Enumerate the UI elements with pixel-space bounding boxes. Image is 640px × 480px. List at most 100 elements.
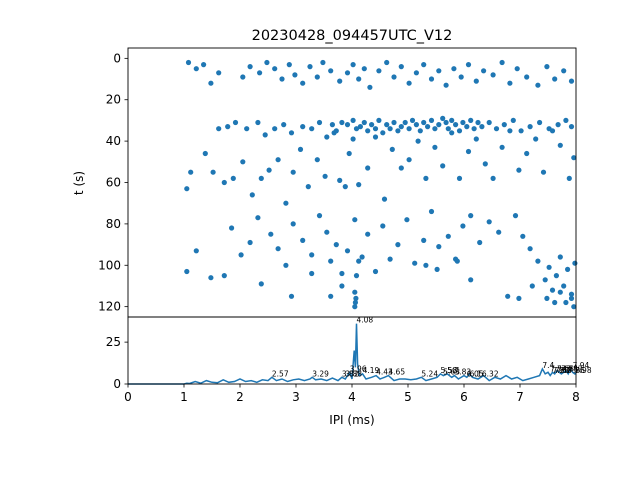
scatter-point: [367, 84, 373, 90]
scatter-point: [272, 126, 278, 132]
scatter-point: [387, 126, 393, 132]
scatter-point: [412, 260, 418, 266]
scatter-point: [372, 126, 379, 132]
scatter-point: [395, 128, 401, 134]
scatter-point: [544, 295, 550, 301]
scatter-point: [328, 293, 334, 299]
peak-label: 4.65: [388, 368, 405, 377]
peak-label: 7.98: [575, 366, 592, 375]
scatter-point: [524, 150, 530, 157]
peak-label: 7.58: [553, 366, 570, 375]
peak-label: 5.63: [443, 368, 460, 377]
scatter-point: [272, 66, 278, 72]
scatter-point: [493, 126, 500, 132]
scatter-point: [454, 258, 460, 264]
scatter-point: [356, 258, 362, 264]
scatter-point: [451, 66, 457, 72]
scatter-point: [572, 260, 578, 266]
scatter-point: [436, 244, 442, 250]
scatter-point: [352, 217, 358, 223]
scatter-point: [268, 231, 274, 237]
x-tick-label: 0: [124, 390, 132, 404]
scatter-point: [421, 62, 427, 68]
scatter-point: [376, 68, 382, 74]
scatter-point: [406, 126, 412, 132]
scatter-point: [247, 64, 253, 70]
scatter-point: [266, 167, 272, 173]
scatter-point: [316, 213, 323, 219]
y-tick-label: 60: [106, 176, 121, 190]
scatter-point: [398, 64, 404, 70]
scatter-point: [540, 169, 547, 175]
scatter-point: [456, 175, 463, 181]
scatter-point: [527, 124, 533, 130]
scatter-point: [406, 157, 412, 163]
scatter-point: [275, 157, 281, 163]
scatter-point: [423, 175, 429, 181]
scatter-point: [391, 119, 397, 126]
scatter-point: [453, 122, 459, 128]
scatter-point: [465, 148, 472, 155]
x-tick-label: 8: [572, 390, 580, 404]
scatter-point: [479, 124, 485, 130]
scatter-point: [275, 246, 281, 252]
peak-label: 7.54: [550, 364, 567, 373]
scatter-point: [320, 59, 326, 66]
scatter-point: [247, 239, 253, 246]
scatter-point: [443, 82, 449, 88]
scatter-point: [286, 62, 292, 68]
scatter-point: [372, 134, 379, 140]
peak-label: 7.82: [566, 364, 583, 373]
scatter-point: [566, 175, 572, 181]
scatter-point: [436, 68, 442, 74]
ipi-frame: [127, 316, 577, 385]
scatter-point: [202, 150, 208, 157]
scatter-point: [216, 126, 222, 132]
x-tick-label: 2: [236, 390, 244, 404]
scatter-point: [499, 59, 505, 66]
scatter-point: [288, 130, 295, 136]
peak-label: 7.86: [568, 366, 585, 375]
peak-label: 5.24: [421, 369, 438, 378]
scatter-point: [365, 231, 371, 237]
figure-title: 20230428_094457UTC_V12: [252, 28, 453, 44]
scatter-point: [510, 117, 516, 123]
x-tick-label: 4: [348, 390, 356, 404]
scatter-point: [240, 74, 246, 80]
scatter-point: [428, 208, 435, 215]
scatter-point: [249, 192, 255, 198]
scatter-point: [568, 291, 575, 297]
scatter-point: [535, 82, 541, 88]
scatter-point: [264, 59, 270, 66]
scatter-point: [482, 161, 488, 167]
scatter-point: [352, 289, 358, 295]
scatter-point: [460, 119, 466, 126]
scatter-point: [468, 277, 474, 283]
scatter-point: [507, 80, 513, 86]
scatter-point: [380, 130, 386, 136]
scatter-point: [365, 165, 371, 171]
scatter-point: [406, 80, 412, 86]
peak-label: 7.94: [573, 361, 590, 370]
scatter-point: [465, 62, 472, 68]
scatter-point: [549, 287, 556, 293]
scatter-point: [208, 275, 214, 281]
scatter-point: [555, 122, 561, 128]
scatter-point: [546, 264, 552, 270]
scatter-point: [309, 126, 315, 132]
scatter-point: [305, 184, 311, 190]
scatter-point: [258, 281, 264, 287]
scatter-point: [337, 78, 343, 84]
scatter-point: [193, 66, 199, 72]
scatter-point: [552, 76, 558, 82]
scatter-point: [563, 117, 569, 123]
scatter-point: [398, 124, 404, 130]
scatter-point: [460, 223, 466, 229]
scatter-point: [357, 124, 363, 130]
scatter-point: [314, 74, 320, 80]
scatter-point: [516, 295, 522, 301]
scatter-point: [481, 68, 487, 74]
scatter-point: [316, 119, 323, 126]
scatter-point: [395, 242, 401, 248]
scatter-point: [565, 266, 571, 272]
